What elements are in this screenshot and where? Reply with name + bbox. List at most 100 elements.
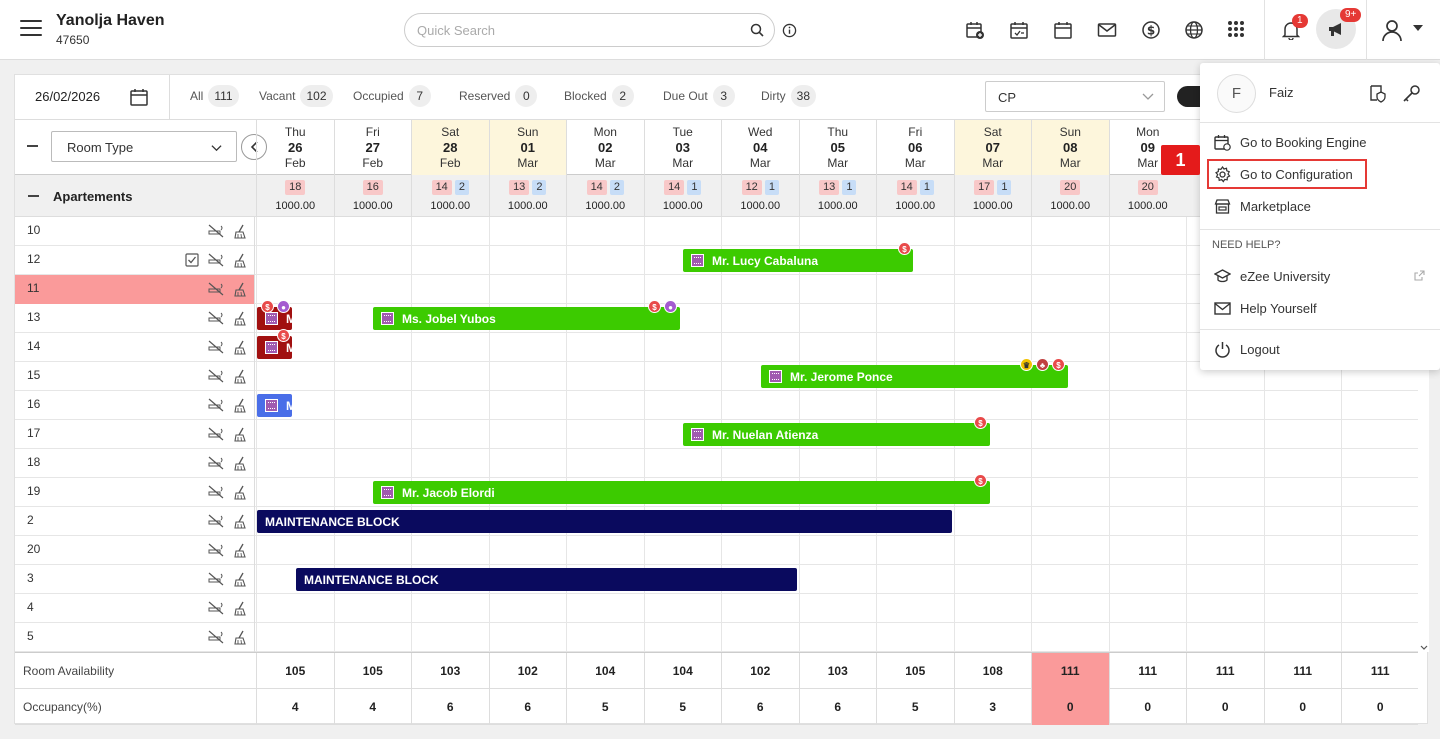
- user-icon[interactable]: [1380, 18, 1404, 42]
- room-label-cell[interactable]: 5: [15, 623, 255, 652]
- room-label-cell[interactable]: 11: [15, 275, 255, 304]
- menu-item-configuration[interactable]: Go to Configuration: [1207, 159, 1367, 189]
- housekeeping-broom-icon[interactable]: [233, 572, 249, 587]
- mail-icon[interactable]: [1097, 20, 1117, 40]
- guest-profile-icon[interactable]: ●: [277, 300, 290, 313]
- menu-item-marketplace[interactable]: Marketplace: [1200, 191, 1440, 221]
- filter-all[interactable]: All 111: [190, 85, 239, 107]
- payment-due-icon[interactable]: $: [898, 242, 911, 255]
- date-column-header[interactable]: Sat 07 Mar: [953, 120, 1031, 175]
- prev-dates-button[interactable]: [241, 134, 267, 160]
- room-label-cell[interactable]: 13: [15, 304, 255, 333]
- hamburger-menu-icon[interactable]: [20, 20, 42, 38]
- date-column-header[interactable]: Thu 05 Mar: [798, 120, 877, 175]
- chevron-down-icon[interactable]: [1413, 25, 1423, 31]
- housekeeping-broom-icon[interactable]: [233, 340, 249, 355]
- shield-icon[interactable]: [1368, 84, 1386, 103]
- checklist-icon[interactable]: [185, 253, 199, 267]
- filter-vacant[interactable]: Vacant 102: [259, 85, 333, 107]
- availability-cell[interactable]: 14 2 1000.00: [566, 175, 644, 217]
- maintenance-block-bar[interactable]: MAINTENANCE BLOCK: [296, 568, 797, 591]
- housekeeping-broom-icon[interactable]: [233, 427, 249, 442]
- availability-cell[interactable]: 20 1000.00: [1031, 175, 1109, 217]
- current-date[interactable]: 26/02/2026: [35, 89, 101, 104]
- collapse-icon[interactable]: [28, 195, 39, 197]
- payment-due-icon[interactable]: $: [261, 300, 274, 313]
- room-label-cell[interactable]: 2: [15, 507, 255, 536]
- date-column-header[interactable]: Thu 26 Feb: [256, 120, 334, 175]
- availability-cell[interactable]: 14 1 1000.00: [643, 175, 722, 217]
- payment-due-icon[interactable]: $: [648, 300, 661, 313]
- menu-item-booking-engine[interactable]: Go to Booking Engine: [1200, 127, 1440, 157]
- special-request-icon[interactable]: ♣: [1036, 358, 1049, 371]
- booking-bar[interactable]: M: [257, 394, 292, 417]
- date-column-header[interactable]: Mon 02 Mar: [566, 120, 644, 175]
- housekeeping-broom-icon[interactable]: [233, 253, 249, 268]
- checkin-calendar-icon[interactable]: [1009, 20, 1029, 40]
- room-label-cell[interactable]: 18: [15, 449, 255, 478]
- availability-cell[interactable]: 14 2 1000.00: [411, 175, 489, 217]
- availability-cell[interactable]: 17 1 1000.00: [953, 175, 1032, 217]
- apps-grid-icon[interactable]: [1227, 20, 1245, 38]
- date-column-header[interactable]: Fri 06 Mar: [876, 120, 954, 175]
- globe-icon[interactable]: [1184, 20, 1204, 40]
- housekeeping-broom-icon[interactable]: [233, 485, 249, 500]
- filter-occupied[interactable]: Occupied 7: [353, 85, 431, 107]
- housekeeping-broom-icon[interactable]: [233, 224, 249, 239]
- payment-due-icon[interactable]: $: [974, 474, 987, 487]
- housekeeping-broom-icon[interactable]: [233, 369, 249, 384]
- availability-cell[interactable]: 14 1 1000.00: [876, 175, 954, 217]
- menu-item-ezee-university[interactable]: eZee University: [1200, 261, 1440, 291]
- menu-item-help-yourself[interactable]: Help Yourself: [1200, 293, 1440, 323]
- filter-reserved[interactable]: Reserved 0: [459, 85, 538, 107]
- booking-bar[interactable]: Ms. Jobel Yubos: [373, 307, 680, 330]
- maintenance-block-bar[interactable]: MAINTENANCE BLOCK: [257, 510, 952, 533]
- vip-crown-icon[interactable]: ♛: [1020, 358, 1033, 371]
- date-column-header[interactable]: Sun 08 Mar: [1031, 120, 1109, 175]
- booking-bar[interactable]: Mr. Lucy Cabaluna: [683, 249, 913, 272]
- date-column-header[interactable]: Mon 09 Mar: [1108, 120, 1187, 175]
- payment-due-icon[interactable]: $: [1052, 358, 1065, 371]
- currency-icon[interactable]: $: [1141, 20, 1161, 40]
- calendar-icon[interactable]: [129, 87, 149, 107]
- availability-cell[interactable]: 18 1000.00: [256, 175, 334, 217]
- hotel-info[interactable]: Yanolja Haven 47650: [56, 12, 165, 47]
- add-reservation-icon[interactable]: [965, 20, 985, 40]
- availability-cell[interactable]: 12 1 1000.00: [721, 175, 799, 217]
- key-icon[interactable]: [1402, 84, 1421, 103]
- menu-item-logout[interactable]: Logout: [1200, 334, 1440, 364]
- filter-dirty[interactable]: Dirty 38: [761, 85, 817, 107]
- availability-cell[interactable]: 20 1000.00: [1108, 175, 1187, 217]
- room-label-cell[interactable]: 17: [15, 420, 255, 449]
- payment-due-icon[interactable]: $: [974, 416, 987, 429]
- housekeeping-broom-icon[interactable]: [233, 630, 249, 645]
- booking-bar[interactable]: Mr. Jacob Elordi: [373, 481, 990, 504]
- guest-profile-icon[interactable]: ●: [664, 300, 677, 313]
- scrollbar[interactable]: [1418, 120, 1429, 652]
- date-column-header[interactable]: Sun 01 Mar: [488, 120, 566, 175]
- date-column-header[interactable]: Wed 04 Mar: [721, 120, 799, 175]
- housekeeping-broom-icon[interactable]: [233, 311, 249, 326]
- payment-due-icon[interactable]: $: [277, 329, 290, 342]
- room-type-select[interactable]: Room Type: [51, 131, 237, 162]
- rate-plan-select[interactable]: CP: [985, 81, 1165, 112]
- search-input[interactable]: [405, 14, 725, 46]
- housekeeping-broom-icon[interactable]: [233, 398, 249, 413]
- filter-blocked[interactable]: Blocked 2: [564, 85, 634, 107]
- housekeeping-broom-icon[interactable]: [233, 543, 249, 558]
- room-label-cell[interactable]: 20: [15, 536, 255, 565]
- housekeeping-broom-icon[interactable]: [233, 514, 249, 529]
- filter-due-out[interactable]: Due Out 3: [663, 85, 735, 107]
- collapse-icon[interactable]: [27, 145, 38, 147]
- booking-bar[interactable]: Mr. Nuelan Atienza: [683, 423, 990, 446]
- room-label-cell[interactable]: 16: [15, 391, 255, 420]
- date-column-header[interactable]: Sat 28 Feb: [411, 120, 489, 175]
- calendar-icon[interactable]: [1054, 20, 1072, 40]
- housekeeping-broom-icon[interactable]: [233, 456, 249, 471]
- housekeeping-broom-icon[interactable]: [233, 601, 249, 616]
- info-icon[interactable]: [782, 23, 797, 38]
- availability-cell[interactable]: 13 2 1000.00: [488, 175, 567, 217]
- availability-cell[interactable]: 16 1000.00: [333, 175, 412, 217]
- room-label-cell[interactable]: 3: [15, 565, 255, 594]
- date-column-header[interactable]: Fri 27 Feb: [333, 120, 412, 175]
